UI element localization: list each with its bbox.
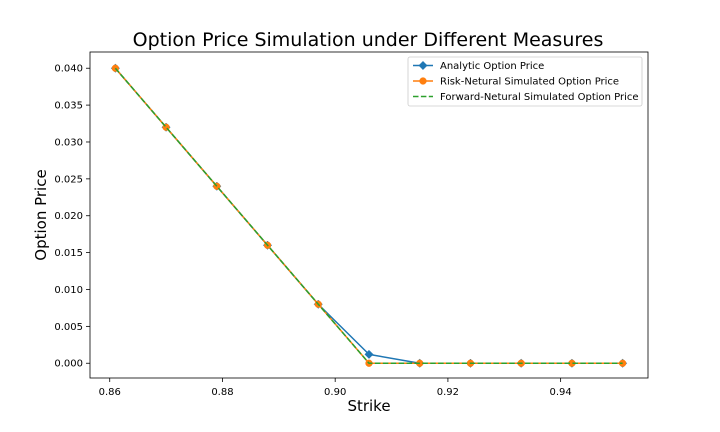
legend-item-forward-neutral: Forward-Netural Simulated Option Price	[413, 92, 639, 103]
series-analytic	[110, 63, 628, 368]
legend-label: Risk-Netural Simulated Option Price	[440, 77, 619, 88]
x-axis: 0.86 0.88 0.90 0.92 0.94	[99, 378, 572, 398]
legend-item-analytic: Analytic Option Price	[413, 60, 544, 72]
y-tick-label: 0.025	[54, 174, 83, 185]
legend: Analytic Option Price Risk-Netural Simula…	[407, 56, 643, 107]
y-tick-label: 0.035	[54, 101, 83, 112]
series-forward-neutral	[114, 67, 623, 364]
x-tick-label: 0.86	[99, 387, 121, 398]
x-tick-label: 0.90	[324, 387, 346, 398]
y-tick-label: 0.005	[54, 322, 83, 333]
legend-frame	[407, 56, 643, 107]
y-tick-label: 0.040	[54, 64, 83, 75]
series-layer	[110, 63, 628, 368]
y-tick-label: 0.010	[54, 285, 83, 296]
legend-item-risk-neutral: Risk-Netural Simulated Option Price	[413, 77, 619, 88]
y-tick-label: 0.020	[54, 211, 83, 222]
x-tick-label: 0.88	[211, 387, 233, 398]
legend-label: Analytic Option Price	[440, 61, 544, 72]
x-tick-label: 0.92	[437, 387, 459, 398]
y-axis-label: Option Price	[32, 169, 50, 260]
series-analytic-point	[364, 349, 374, 359]
series-risk-neutral-line	[114, 67, 623, 364]
series-analytic-line	[114, 67, 623, 364]
x-axis-label: Strike	[347, 397, 390, 415]
series-risk-neutral	[111, 64, 627, 367]
legend-risk-neutral-point	[419, 77, 427, 85]
plot-area	[89, 51, 649, 379]
series-forward-neutral-line	[114, 67, 623, 364]
y-tick-label: 0.000	[54, 359, 83, 370]
y-tick-label: 0.030	[54, 137, 83, 148]
y-axis: 0.000 0.005 0.010 0.015 0.020 0.025 0.030 0.035…	[54, 64, 90, 370]
chart-title: Option Price Simulation under Different …	[133, 29, 604, 51]
legend-analytic-point	[418, 60, 428, 71]
legend-label: Forward-Netural Simulated Option Price	[440, 92, 639, 103]
x-tick-label: 0.94	[550, 387, 572, 398]
y-tick-label: 0.015	[54, 248, 83, 259]
